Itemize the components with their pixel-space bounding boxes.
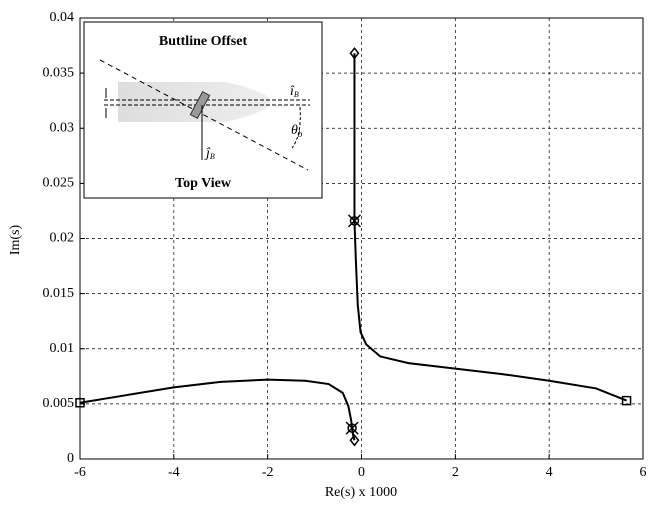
inset-title: Buttline Offset [159,34,248,49]
x-tick-label: -4 [168,465,180,480]
hull [118,82,270,122]
label-sub: B [294,90,299,99]
inset-label: ĵB [204,146,215,161]
label-text: ĵ [204,146,211,161]
marker-circled-x [347,214,361,228]
y-tick-label: 0.04 [50,10,75,25]
label-text: θ [291,123,298,138]
label-sub: b [298,129,303,139]
dashed-axis [99,59,309,171]
marker-diamond [349,47,360,60]
marker-square [75,398,85,408]
y-tick-label: 0.01 [50,341,75,356]
x-tick-label: 6 [640,465,647,480]
inset: Buttline Offset Top View îB ĵB θb [83,21,323,199]
x-tick-label: -6 [74,465,86,480]
inset-label: îB [290,84,299,99]
wing [189,90,211,120]
label-sub: B [210,152,215,161]
marker-diamond [349,434,360,447]
y-tick-label: 0.005 [43,396,75,411]
y-tick-label: 0.035 [43,65,75,80]
locus-line [79,378,356,441]
locus-line [353,53,627,402]
y-axis-label: Im(s) [8,225,23,256]
label-text: î [290,84,295,99]
y-tick-label: 0 [67,451,74,466]
y-tick-label: 0.02 [50,231,75,246]
y-tick-label: 0.025 [43,176,75,191]
marker-square [621,395,632,406]
x-tick-label: 2 [452,465,459,480]
x-tick-label: 4 [546,465,553,480]
y-tick-label: 0.015 [43,286,75,301]
x-tick-label: 0 [358,465,365,480]
x-tick-label: -2 [262,465,274,480]
inset-caption: Top View [175,176,232,191]
inset-label: θb [291,123,303,139]
y-tick-label: 0.03 [50,120,75,135]
marks: -6 -4 -2 0 2 4 6 0 0.005 0.01 0.015 0.02 0.025 0.03 0.… [43,10,647,480]
x-axis-label: Re(s) x 1000 [325,485,397,500]
marker-circled-x [345,421,359,435]
